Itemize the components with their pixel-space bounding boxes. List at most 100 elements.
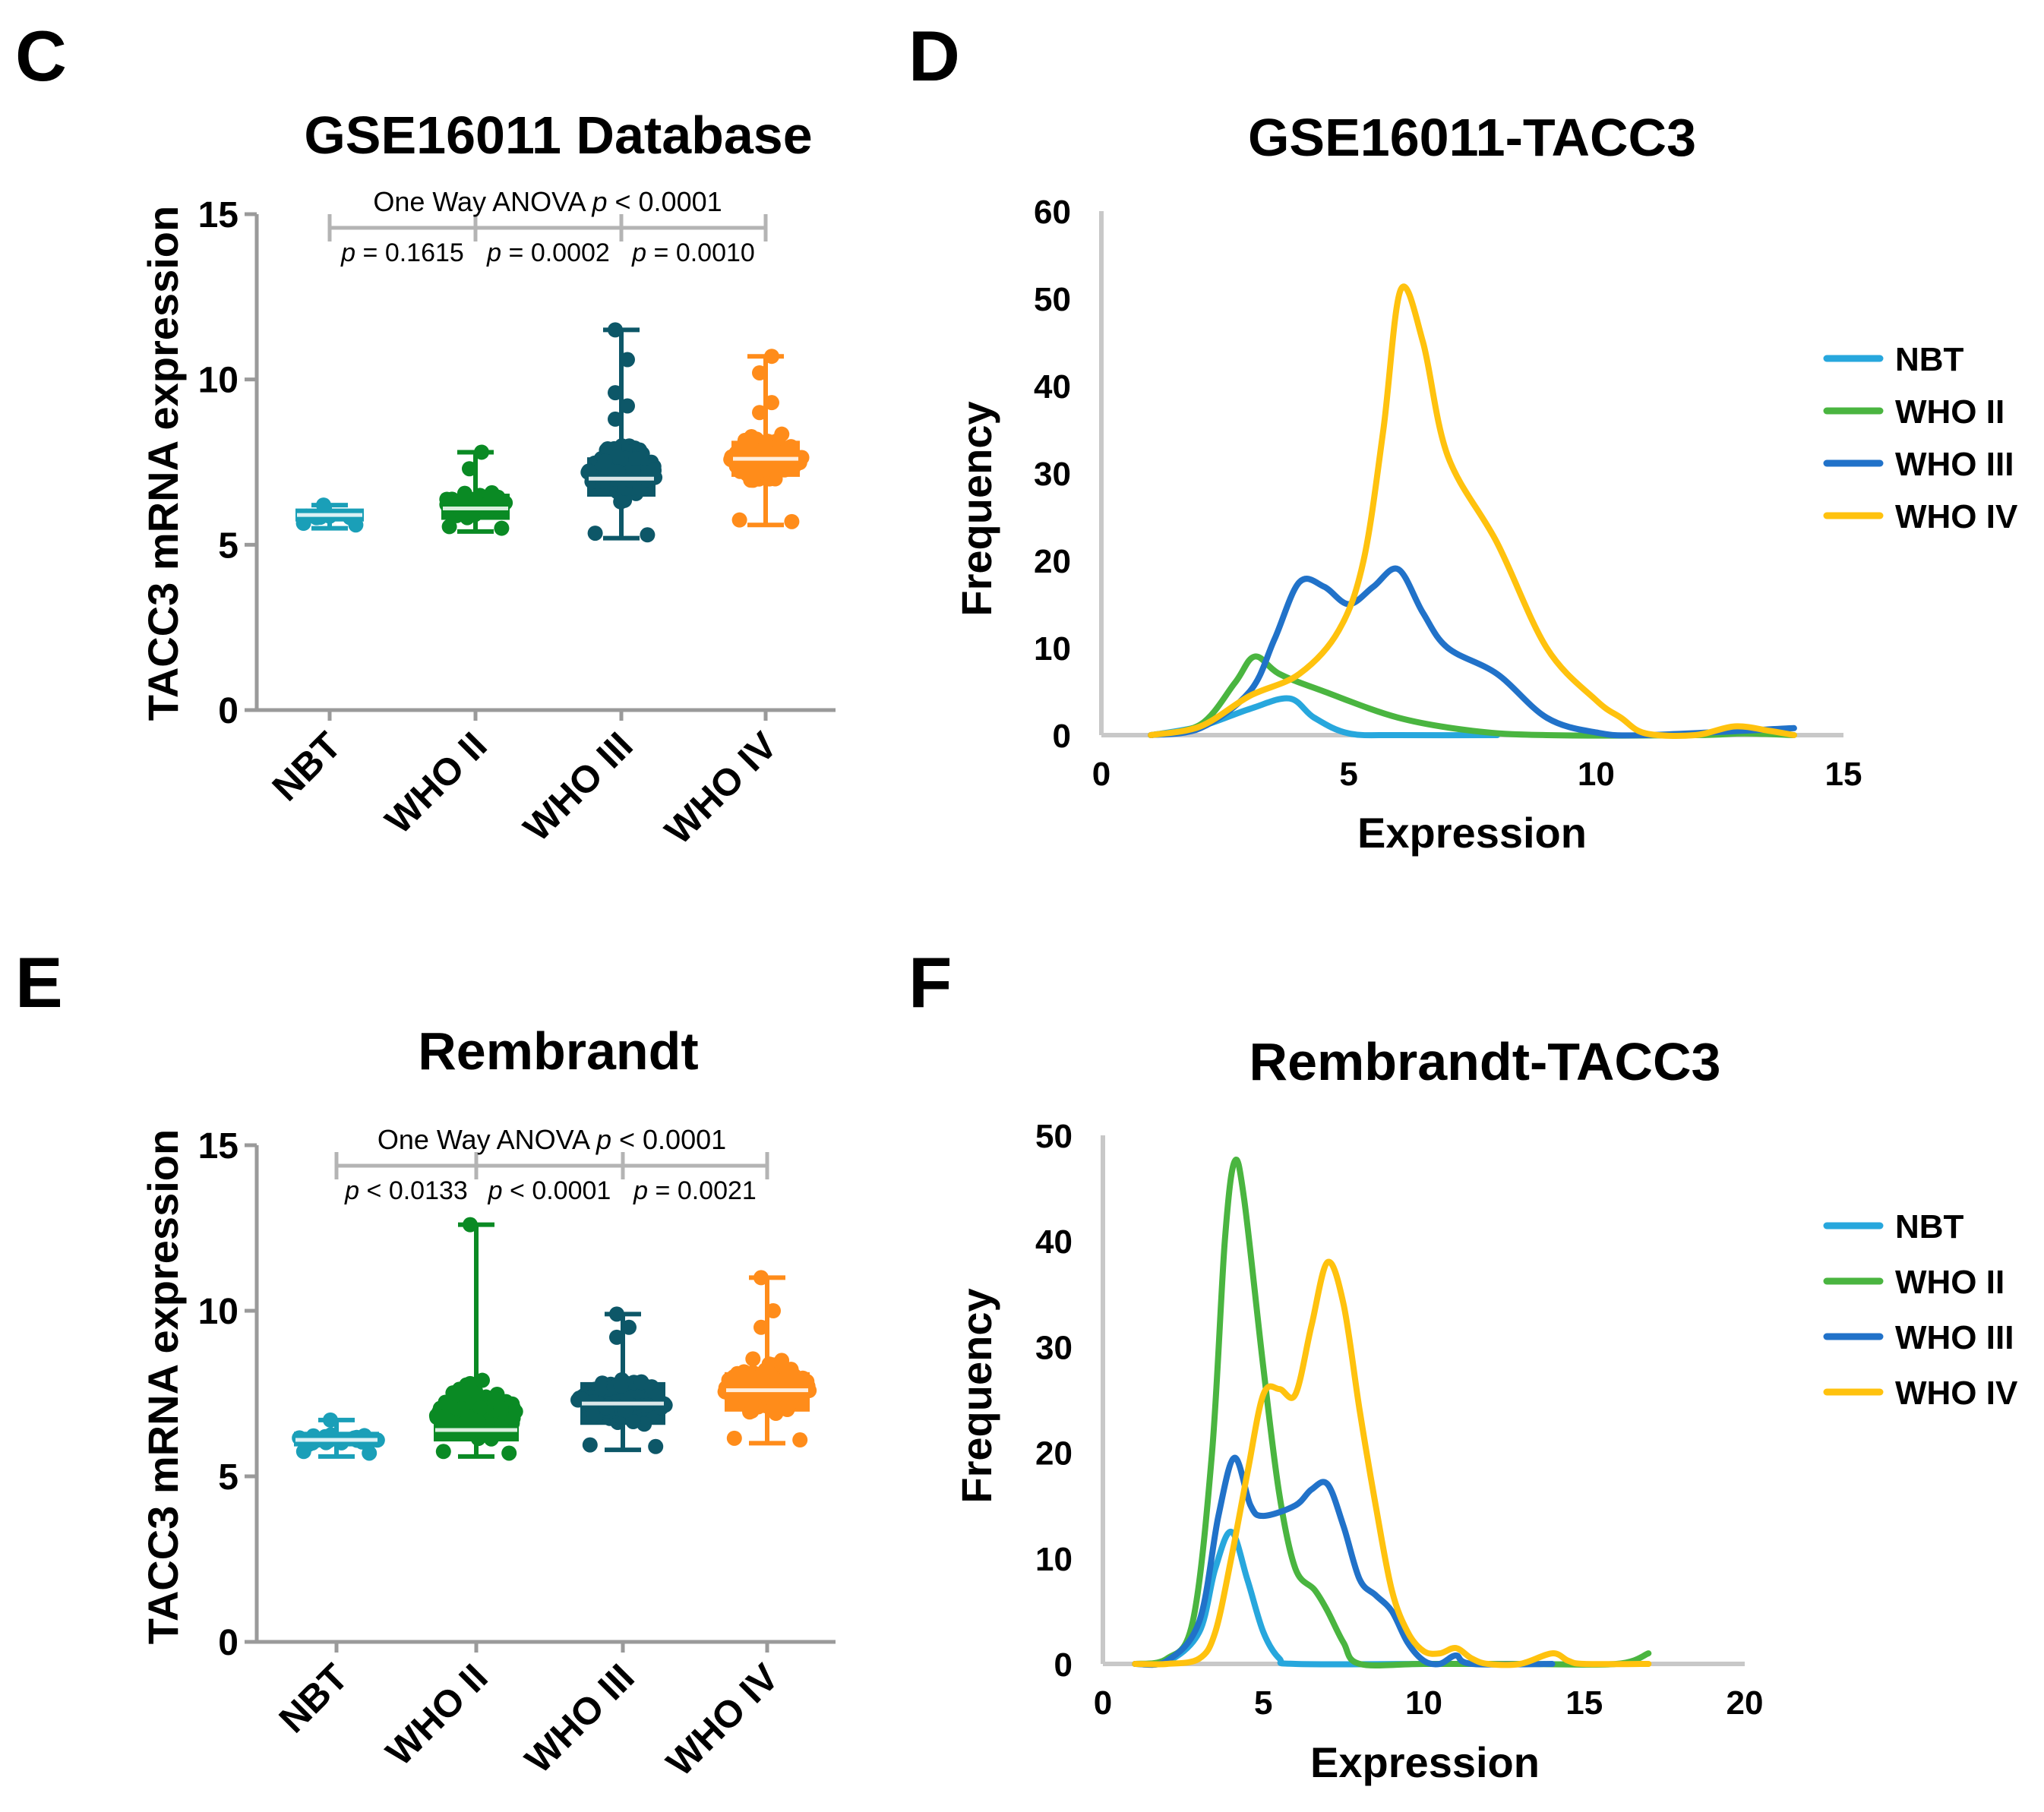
legend-label: NBT [1895, 341, 1964, 378]
y-tick-label: 15 [198, 1126, 239, 1166]
series-line-who-iv [1148, 283, 1797, 739]
y-tick-label: 15 [198, 195, 239, 235]
x-tick-label: NBT [264, 724, 349, 809]
data-point [609, 1329, 624, 1345]
x-tick-label: WHO IV [657, 724, 786, 853]
data-point [757, 459, 773, 475]
box-group-who-iv [723, 349, 810, 529]
pairwise-p-symbol: p [631, 238, 646, 267]
y-tick-label: 40 [1034, 368, 1071, 406]
legend-label: WHO III [1895, 446, 2014, 483]
y-tick-label: 10 [198, 1292, 239, 1332]
data-point [744, 1369, 760, 1385]
x-tick-label: 15 [1565, 1684, 1603, 1722]
panel-d-frequency-plot: D GSE16011-TACC3 Frequency Expression 0 1… [908, 16, 2018, 857]
axes: 0 5 10 15 NBT WHO II WHO III WHO IV [198, 1126, 836, 1784]
x-tick-label: WHO III [517, 1656, 642, 1781]
data-point [782, 1390, 798, 1406]
chart-title: GSE16011 Database [304, 106, 812, 165]
data-point [764, 395, 779, 411]
data-point [295, 1444, 311, 1460]
data-point [587, 526, 603, 541]
y-tick-label: 0 [218, 1623, 239, 1663]
legend: NBT WHO II WHO III WHO IV [1823, 1208, 2018, 1412]
legend-label: WHO II [1895, 1264, 2005, 1301]
pairwise-p-value: p = 0.1615 [340, 238, 464, 267]
x-tick-label: 10 [1578, 756, 1615, 793]
data-point [348, 517, 364, 533]
data-point [764, 1391, 780, 1407]
x-tick-label: NBT [271, 1656, 356, 1741]
data-point [608, 411, 623, 427]
data-point [475, 1372, 490, 1388]
data-point [628, 450, 644, 466]
y-tick-label: 0 [1054, 1646, 1073, 1684]
data-point [621, 1319, 637, 1335]
legend-label: WHO IV [1895, 1375, 2018, 1412]
data-point [731, 512, 747, 528]
pairwise-p-value: p = 0.0002 [486, 238, 610, 267]
anova-p-symbol: p [596, 1124, 611, 1155]
chart-title: Rembrandt-TACC3 [1249, 1032, 1721, 1091]
x-tick-label: 15 [1825, 756, 1862, 793]
data-point [609, 1306, 624, 1322]
data-point [784, 513, 800, 529]
data-point [466, 1413, 482, 1428]
x-tick-label: 0 [1094, 1684, 1112, 1722]
y-tick-label: 20 [1034, 543, 1071, 580]
y-axis-label: Frequency [952, 401, 1000, 616]
y-tick-label: 10 [198, 361, 239, 401]
x-tick-label: 5 [1339, 756, 1357, 793]
data-point [474, 444, 489, 460]
box-marks [292, 1217, 817, 1461]
x-tick-label: WHO II [378, 1656, 495, 1773]
data-point [729, 1365, 745, 1381]
legend: NBT WHO II WHO III WHO IV [1823, 341, 2018, 535]
box-group-who-iv [717, 1270, 817, 1448]
data-point [613, 1378, 629, 1394]
pairwise-p-symbol: p [633, 1176, 648, 1205]
x-tick-label: 0 [1092, 756, 1110, 793]
panel-c-box-plot: C GSE16011 Database TACC3 mRNA expressio… [15, 16, 836, 852]
chart-title: GSE16011-TACC3 [1248, 108, 1696, 167]
data-point [792, 450, 808, 466]
data-point [441, 519, 457, 535]
data-point [764, 349, 779, 365]
data-point [768, 1403, 784, 1419]
y-tick-label: 30 [1035, 1329, 1073, 1366]
box-group-who-ii [428, 1217, 523, 1461]
data-point [726, 1430, 742, 1446]
legend-label: NBT [1895, 1208, 1964, 1245]
axes: 0 10 20 30 40 50 60 0 5 10 15 [1034, 194, 1862, 793]
data-point [595, 473, 611, 489]
data-point [735, 454, 751, 470]
pairwise-p-text: < 0.0001 [503, 1176, 611, 1205]
anova-prefix: One Way ANOVA [373, 186, 592, 217]
panel-label-e: E [15, 942, 63, 1022]
y-tick-label: 0 [1053, 718, 1071, 755]
y-tick-label: 40 [1035, 1223, 1073, 1261]
data-point [295, 516, 311, 532]
data-point [608, 385, 623, 401]
data-point [454, 1386, 470, 1402]
box-group-who-iii [570, 1306, 673, 1454]
panel-label-d: D [908, 16, 960, 96]
y-axis-label: TACC3 mRNA expression [139, 206, 187, 721]
data-point [620, 398, 635, 414]
data-point [462, 461, 477, 477]
data-point [586, 1406, 602, 1422]
pairwise-p-text: < 0.0133 [359, 1176, 468, 1205]
data-point [793, 1372, 809, 1387]
data-point [752, 365, 767, 380]
series-line-who-iii [1132, 1454, 1556, 1668]
x-tick-label: 20 [1727, 1684, 1764, 1722]
pairwise-p-symbol: p [344, 1176, 359, 1205]
pairwise-p-symbol: p [340, 238, 355, 267]
anova-text: One Way ANOVA p < 0.0001 [373, 186, 722, 217]
data-point [323, 1412, 338, 1428]
data-point [472, 1400, 488, 1416]
pairwise-p-symbol: p [488, 1176, 503, 1205]
panel-label-c: C [15, 16, 67, 96]
data-point [505, 1410, 521, 1426]
